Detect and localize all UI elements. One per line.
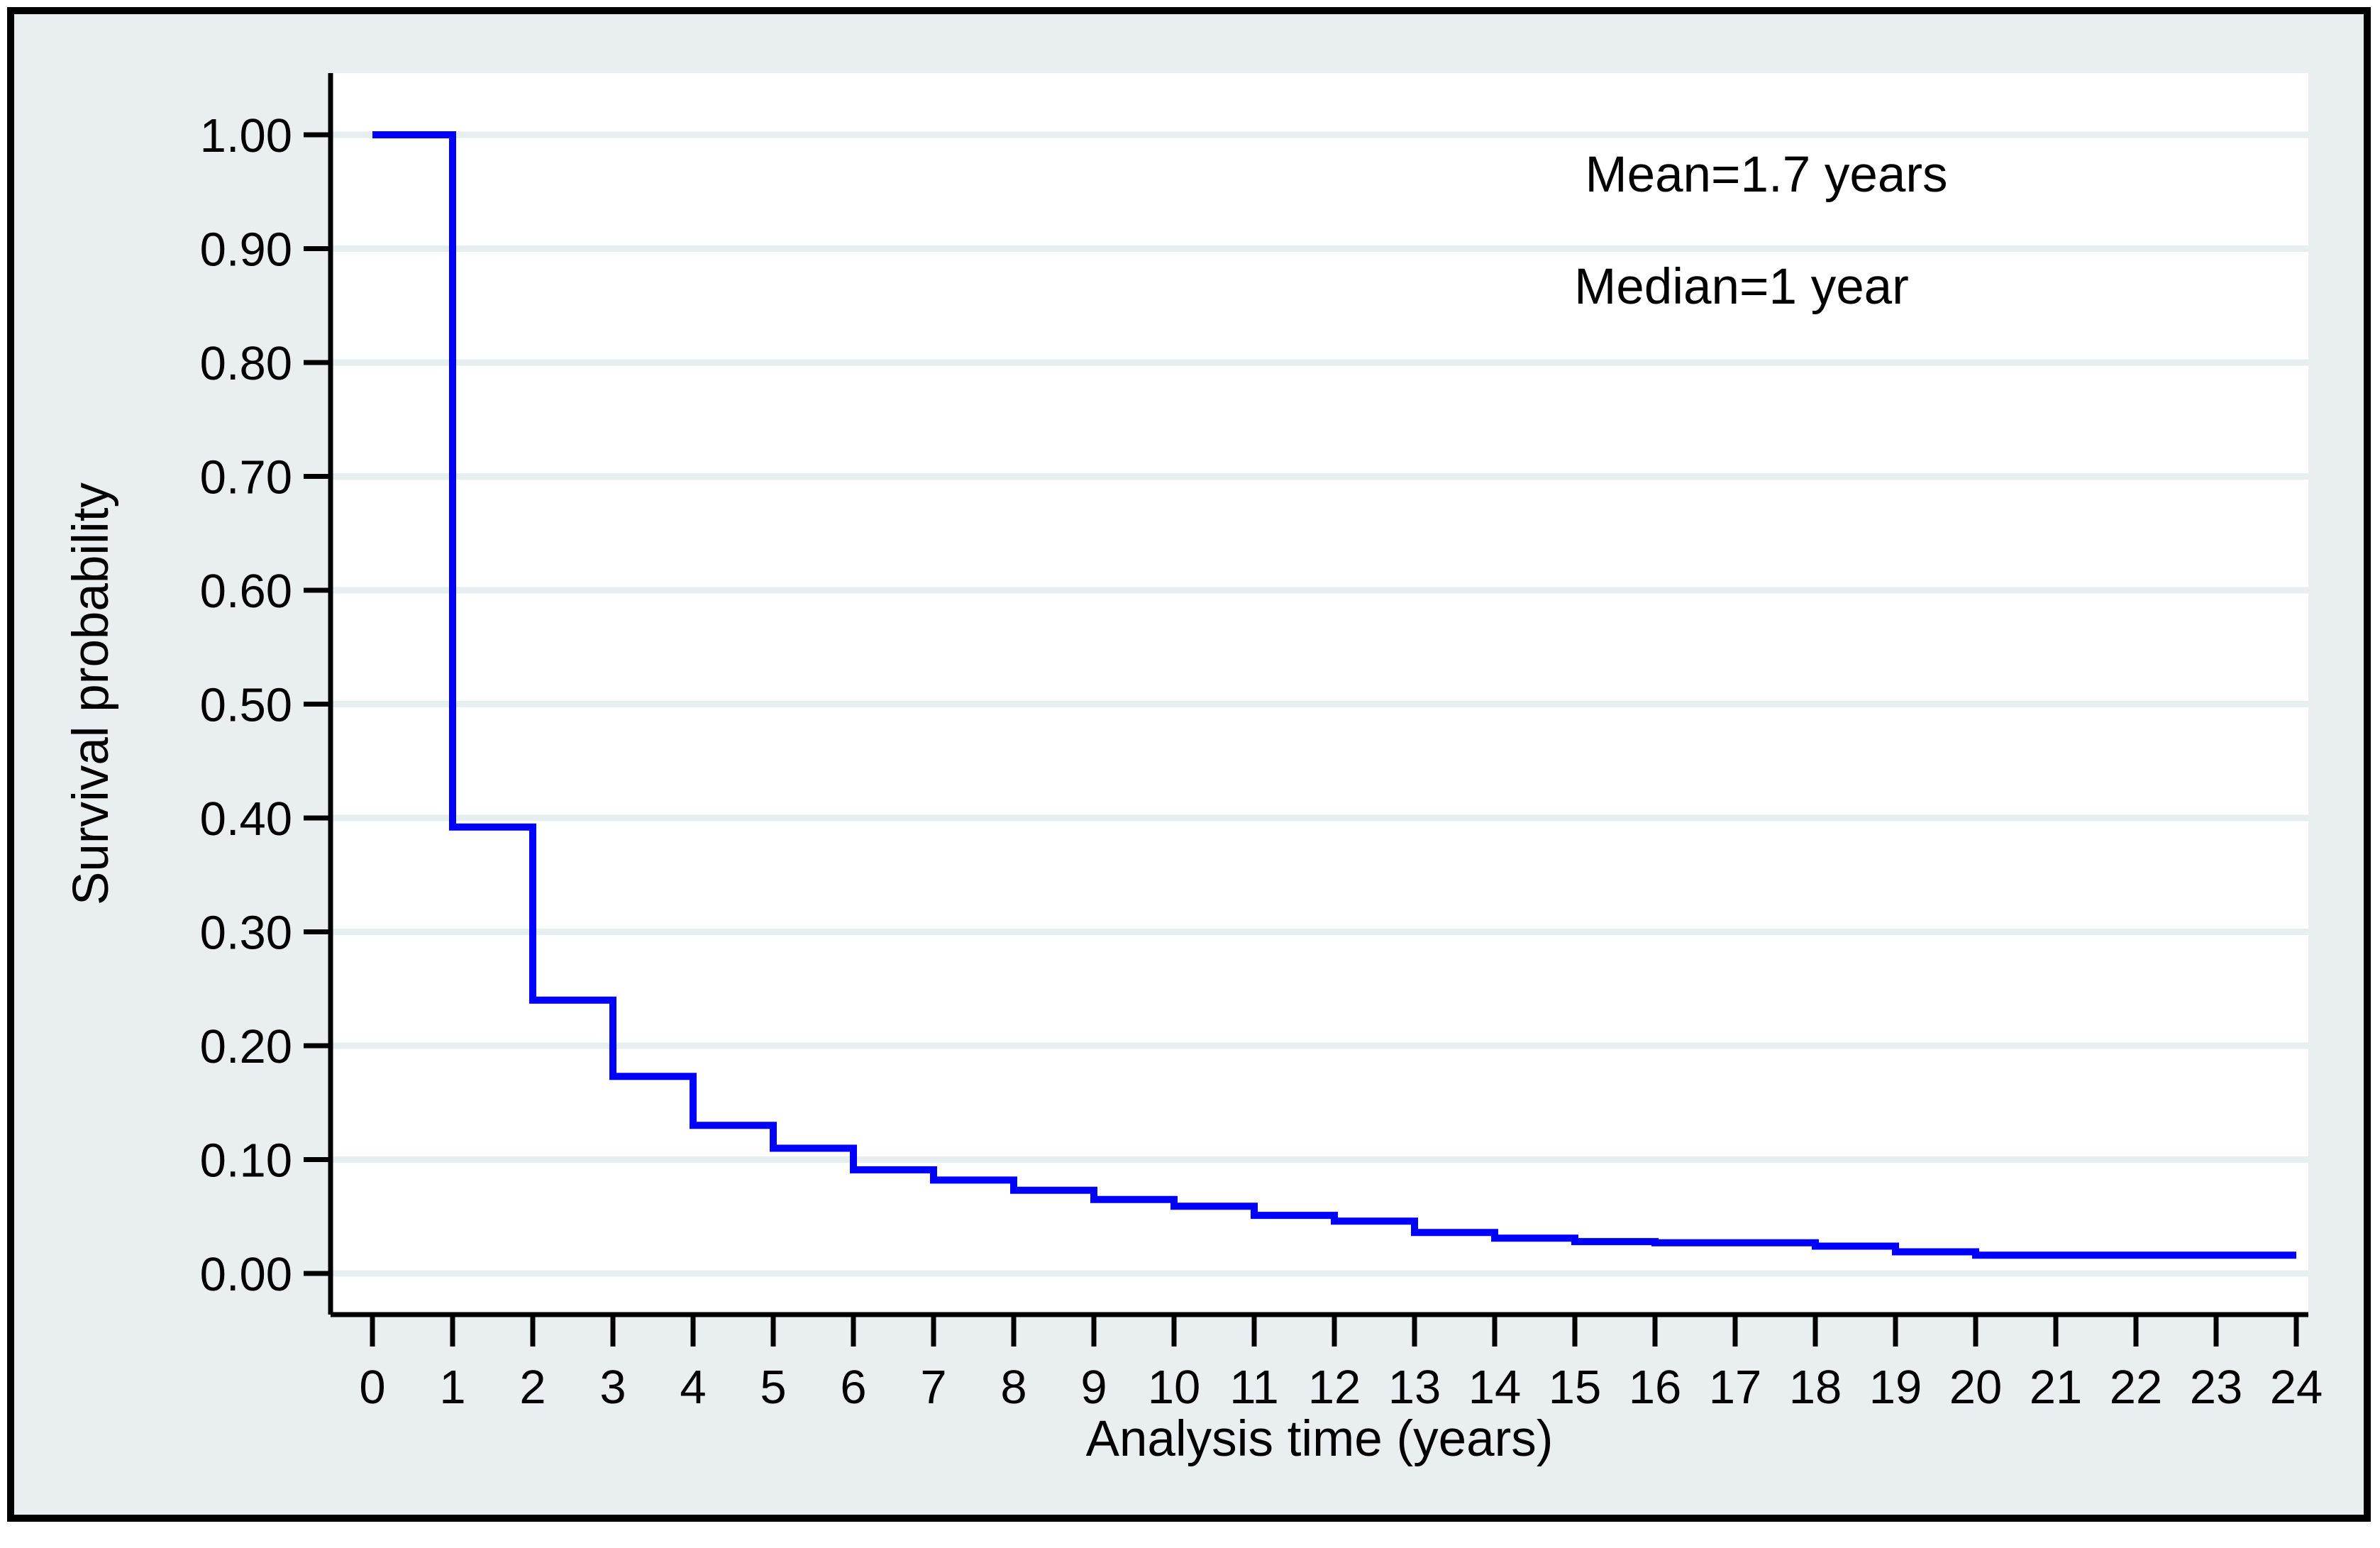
x-tick-label: 16 (1629, 1361, 1682, 1414)
x-tick-label: 1 (439, 1361, 465, 1414)
y-axis-ticks-group: 0.00 0.10 0.20 0.30 0.40 0.50 0.60 0.70 0.80 0.90… (200, 109, 331, 1301)
x-tick-label: 2 (519, 1361, 546, 1414)
x-tick-label: 4 (680, 1361, 706, 1414)
x-tick-label: 9 (1080, 1361, 1107, 1414)
x-tick-label: 8 (1000, 1361, 1026, 1414)
x-tick-label: 5 (760, 1361, 786, 1414)
x-axis-ticks-group: 0 1 2 3 4 5 6 7 8 9 10 11 12 13 14 15 16 17 18 19 20 21 22 23 24 (359, 1315, 2323, 1414)
y-axis-title: Survival probability (63, 482, 119, 905)
x-axis-title: Analysis time (years) (1086, 1411, 1554, 1467)
mean-annotation: Mean=1.7 years (1585, 147, 1947, 203)
x-tick-label: 21 (2030, 1361, 2083, 1414)
y-tick-label: 0.70 (200, 451, 292, 504)
median-annotation: Median=1 year (1574, 259, 1909, 315)
x-tick-label: 23 (2190, 1361, 2243, 1414)
y-tick-label: 0.60 (200, 565, 292, 618)
y-tick-label: 0.30 (200, 907, 292, 960)
x-tick-label: 7 (920, 1361, 946, 1414)
gridlines-group (331, 131, 2308, 1277)
x-tick-label: 22 (2110, 1361, 2163, 1414)
plot-area (331, 73, 2308, 1315)
annotations-group: Mean=1.7 years Median=1 year (1574, 147, 1947, 315)
x-tick-label: 20 (1949, 1361, 2003, 1414)
x-tick-label: 11 (1229, 1361, 1279, 1414)
x-tick-label: 6 (840, 1361, 866, 1414)
x-tick-label: 10 (1148, 1361, 1201, 1414)
y-tick-label: 0.00 (200, 1248, 292, 1301)
y-tick-label: 0.40 (200, 792, 292, 846)
y-tick-label: 0.50 (200, 679, 292, 732)
x-tick-label: 17 (1709, 1361, 1762, 1414)
x-tick-label: 13 (1388, 1361, 1441, 1414)
y-tick-label: 0.80 (200, 337, 292, 390)
x-tick-label: 0 (359, 1361, 385, 1414)
y-tick-label: 0.90 (200, 223, 292, 277)
x-tick-label: 19 (1869, 1361, 1922, 1414)
survival-curve (372, 131, 2296, 1259)
x-tick-label: 18 (1789, 1361, 1842, 1414)
x-tick-label: 12 (1308, 1361, 1361, 1414)
x-tick-label: 3 (599, 1361, 626, 1414)
y-tick-label: 0.20 (200, 1020, 292, 1073)
y-tick-label: 0.10 (200, 1134, 292, 1188)
y-tick-label: 1.00 (200, 109, 292, 162)
x-tick-label: 15 (1549, 1361, 1602, 1414)
x-tick-label: 24 (2270, 1361, 2323, 1414)
x-tick-label: 14 (1468, 1361, 1522, 1414)
